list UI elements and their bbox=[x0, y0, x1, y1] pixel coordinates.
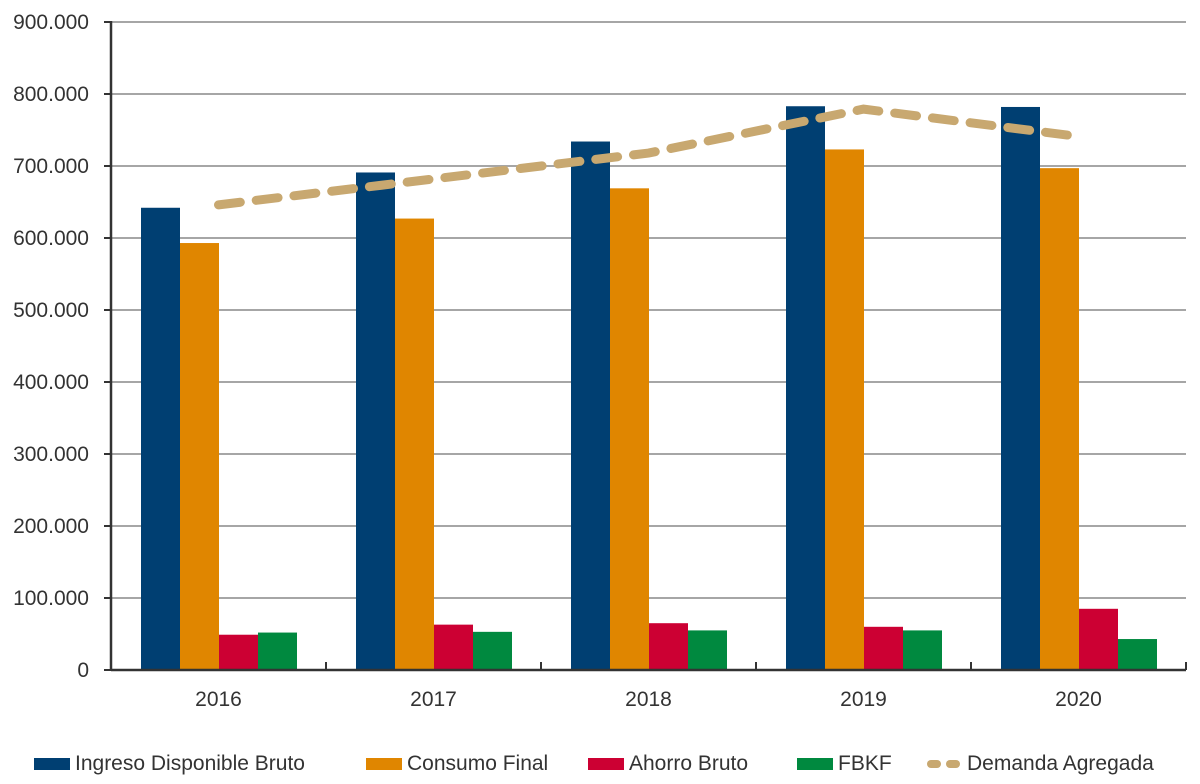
chart: 0 100.000 200.000 300.000 400.000 500.000 600.… bbox=[13, 11, 1187, 711]
bar-fbkf bbox=[688, 630, 727, 670]
y-tick-label: 0 bbox=[77, 659, 89, 682]
bar-ingreso-disponible-bruto bbox=[356, 172, 395, 671]
legend-item-fbkf: FBKF bbox=[797, 752, 892, 776]
legend-item-ahorro: Ahorro Bruto bbox=[588, 752, 748, 776]
legend-label-consumo: Consumo Final bbox=[407, 752, 549, 775]
legend-label-ingreso: Ingreso Disponible Bruto bbox=[75, 752, 305, 775]
legend-swatch-demanda bbox=[927, 760, 965, 768]
axes bbox=[104, 21, 1187, 672]
y-tick-label: 500.000 bbox=[13, 299, 89, 322]
y-tick-label: 800.000 bbox=[13, 83, 89, 106]
bar-consumo-final bbox=[395, 218, 434, 670]
x-tick-label: 2016 bbox=[195, 688, 242, 711]
bar-consumo-final bbox=[610, 188, 649, 670]
legend-label-demanda: Demanda Agregada bbox=[967, 752, 1154, 775]
bar-fbkf bbox=[258, 632, 297, 670]
x-tick-label: 2017 bbox=[410, 688, 457, 711]
bar-fbkf bbox=[473, 631, 512, 670]
demanda-agregada-line bbox=[214, 104, 1083, 210]
bar-consumo-final bbox=[825, 149, 864, 670]
bar-ahorro-bruto bbox=[649, 623, 688, 670]
legend-swatch-ingreso bbox=[34, 758, 70, 770]
legend-swatch-ahorro bbox=[588, 758, 624, 770]
legend-label-ahorro: Ahorro Bruto bbox=[629, 752, 749, 775]
bar-ahorro-bruto bbox=[1079, 608, 1118, 670]
legend-item-demanda: Demanda Agregada bbox=[927, 752, 1154, 776]
x-tick-labels: 2016 2017 2018 2019 2020 bbox=[195, 688, 1102, 711]
y-tick-label: 100.000 bbox=[13, 587, 89, 610]
legend: Ingreso Disponible Bruto Consumo Final A… bbox=[0, 748, 1200, 780]
x-tick-label: 2020 bbox=[1055, 688, 1102, 711]
y-tick-labels: 0 100.000 200.000 300.000 400.000 500.000 600.… bbox=[13, 11, 89, 682]
bar-consumo-final bbox=[180, 243, 219, 671]
bar-ahorro-bruto bbox=[219, 634, 258, 670]
bar-ingreso-disponible-bruto bbox=[571, 141, 610, 670]
bars bbox=[141, 106, 1157, 671]
x-tick-label: 2018 bbox=[625, 688, 672, 711]
legend-label-fbkf: FBKF bbox=[838, 752, 892, 775]
bar-fbkf bbox=[903, 630, 942, 670]
bar-ingreso-disponible-bruto bbox=[786, 106, 825, 671]
legend-item-ingreso: Ingreso Disponible Bruto bbox=[34, 752, 305, 776]
y-tick-label: 600.000 bbox=[13, 227, 89, 250]
legend-swatch-fbkf bbox=[797, 758, 833, 770]
bar-ahorro-bruto bbox=[434, 624, 473, 670]
bar-ingreso-disponible-bruto bbox=[141, 207, 180, 670]
y-tick-label: 400.000 bbox=[13, 371, 89, 394]
bar-ingreso-disponible-bruto bbox=[1001, 106, 1040, 670]
y-tick-label: 300.000 bbox=[13, 443, 89, 466]
line-demanda-agregada bbox=[214, 104, 1083, 210]
legend-swatch-consumo bbox=[366, 758, 402, 770]
bar-fbkf bbox=[1118, 639, 1157, 670]
bar-ahorro-bruto bbox=[864, 626, 903, 670]
y-tick-label: 900.000 bbox=[13, 11, 89, 34]
y-tick-label: 200.000 bbox=[13, 515, 89, 538]
bar-consumo-final bbox=[1040, 168, 1079, 670]
y-tick-label: 700.000 bbox=[13, 155, 89, 178]
x-tick-label: 2019 bbox=[840, 688, 887, 711]
legend-item-consumo: Consumo Final bbox=[366, 752, 548, 776]
